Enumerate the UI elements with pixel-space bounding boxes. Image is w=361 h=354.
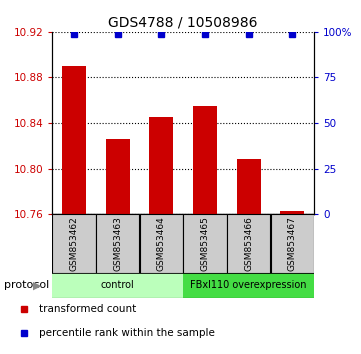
Bar: [140, 214, 183, 273]
Bar: [62, 66, 86, 214]
Bar: [237, 160, 261, 214]
Bar: [149, 117, 173, 214]
Bar: [183, 214, 227, 273]
Bar: [193, 106, 217, 214]
Title: GDS4788 / 10508986: GDS4788 / 10508986: [108, 15, 258, 29]
Bar: [106, 139, 130, 214]
Text: transformed count: transformed count: [39, 304, 136, 314]
Text: GSM853465: GSM853465: [200, 216, 209, 271]
Text: GSM853463: GSM853463: [113, 216, 122, 271]
Bar: [52, 214, 96, 273]
Bar: [96, 214, 139, 273]
Text: percentile rank within the sample: percentile rank within the sample: [39, 328, 215, 338]
Bar: [52, 273, 183, 298]
Text: control: control: [101, 280, 135, 290]
Bar: [183, 273, 314, 298]
Text: GSM853462: GSM853462: [70, 216, 79, 271]
Bar: [227, 214, 270, 273]
Text: protocol: protocol: [4, 280, 49, 290]
Bar: [280, 211, 304, 214]
Text: FBxl110 overexpression: FBxl110 overexpression: [190, 280, 307, 290]
Bar: [271, 214, 314, 273]
Text: GSM853466: GSM853466: [244, 216, 253, 271]
Text: GSM853467: GSM853467: [288, 216, 297, 271]
Text: GSM853464: GSM853464: [157, 216, 166, 271]
Text: ▶: ▶: [33, 280, 42, 290]
